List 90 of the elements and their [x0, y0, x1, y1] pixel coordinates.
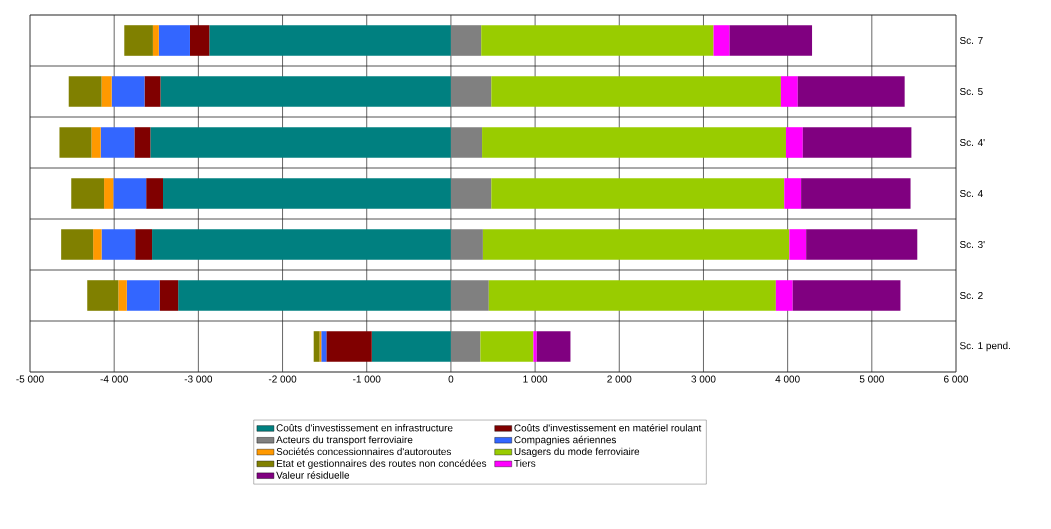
- bar: [144, 76, 161, 107]
- bar: [481, 25, 714, 56]
- y-tick-label: Sc. 7: [959, 36, 983, 45]
- legend-label: Coûts d'investissement en matériel roulant: [514, 424, 702, 432]
- bar: [536, 331, 571, 362]
- legend-label: Sociétés concessionnaires d'autoroutes: [276, 447, 451, 456]
- x-tick-label: -1 000: [353, 375, 381, 383]
- x-tick-label: 5 000: [859, 375, 884, 383]
- bar: [163, 178, 451, 209]
- bar: [152, 229, 451, 260]
- bar: [159, 280, 179, 311]
- bar: [488, 280, 776, 311]
- bar: [784, 178, 802, 209]
- bar: [371, 331, 451, 362]
- bar: [801, 178, 911, 209]
- bar: [152, 25, 159, 56]
- bar: [780, 76, 798, 107]
- bar: [806, 229, 918, 260]
- x-tick-label: 2 000: [607, 375, 632, 383]
- x-tick-label: 0: [448, 375, 454, 383]
- bar: [68, 76, 102, 107]
- y-tick-label: Sc. 5: [959, 87, 983, 96]
- bar: [450, 25, 482, 56]
- y-tick-label: Sc. 3': [959, 240, 985, 249]
- bar: [209, 25, 451, 56]
- bar: [134, 127, 151, 158]
- bar: [729, 25, 813, 56]
- bar: [118, 280, 127, 311]
- y-tick-label: Sc. 1 pend.: [959, 341, 1010, 352]
- bar: [150, 127, 451, 158]
- legend-label: Tiers: [514, 459, 536, 467]
- y-tick-label: Sc. 4': [959, 138, 985, 147]
- bar: [326, 331, 372, 362]
- bar: [59, 127, 92, 158]
- bar: [450, 127, 483, 158]
- bar: [792, 280, 901, 311]
- bar: [450, 331, 481, 362]
- bar: [450, 229, 483, 260]
- bar: [178, 280, 451, 311]
- bar: [93, 229, 102, 260]
- bar: [797, 76, 905, 107]
- bar: [91, 127, 101, 158]
- x-tick-label: 6 000: [944, 375, 969, 383]
- bar: [313, 331, 320, 362]
- legend-label: Valeur résiduelle: [276, 471, 350, 479]
- bar: [160, 76, 451, 107]
- bar: [802, 127, 912, 158]
- x-tick-label: 3 000: [691, 375, 716, 383]
- bar: [450, 76, 492, 107]
- bar: [104, 178, 114, 209]
- bar: [450, 178, 492, 209]
- bar: [101, 76, 112, 107]
- bar: [482, 127, 786, 158]
- y-tick-label: Sc. 2: [959, 291, 983, 300]
- legend-label: Etat et gestionnaires des routes non concédées: [276, 459, 487, 469]
- x-tick-label: -3 000: [184, 375, 213, 383]
- bar: [533, 331, 537, 362]
- bar: [789, 229, 807, 260]
- bar: [124, 25, 153, 56]
- bar: [775, 280, 793, 311]
- bar: [71, 178, 105, 209]
- bar: [713, 25, 730, 56]
- bar: [491, 76, 781, 107]
- bar: [450, 280, 489, 311]
- bar: [785, 127, 803, 158]
- bar: [135, 229, 153, 260]
- x-tick-label: 4 000: [775, 375, 800, 383]
- bar: [321, 331, 327, 362]
- legend-label: Coûts d'investissement en infrastructure: [276, 424, 453, 432]
- bar: [158, 25, 190, 56]
- bar: [87, 280, 119, 311]
- bar: [101, 229, 136, 260]
- bar: [482, 229, 790, 260]
- x-tick-label: -2 000: [268, 375, 297, 383]
- bar: [491, 178, 785, 209]
- y-tick-label: Sc. 4: [959, 189, 983, 198]
- bar: [480, 331, 534, 362]
- legend-label: Acteurs du transport ferroviaire: [276, 435, 413, 446]
- legend-label: Compagnies aériennes: [514, 435, 617, 446]
- x-tick-label: -4 000: [100, 375, 128, 383]
- bar: [111, 76, 145, 107]
- legend-label: Usagers du mode ferroviaire: [514, 447, 640, 457]
- x-tick-label: 1 000: [523, 375, 548, 383]
- bar: [189, 25, 210, 56]
- bar: [126, 280, 160, 311]
- bar: [146, 178, 164, 209]
- bar: [113, 178, 147, 209]
- bar: [100, 127, 135, 158]
- bar: [61, 229, 94, 260]
- x-tick-label: -5 000: [16, 375, 44, 383]
